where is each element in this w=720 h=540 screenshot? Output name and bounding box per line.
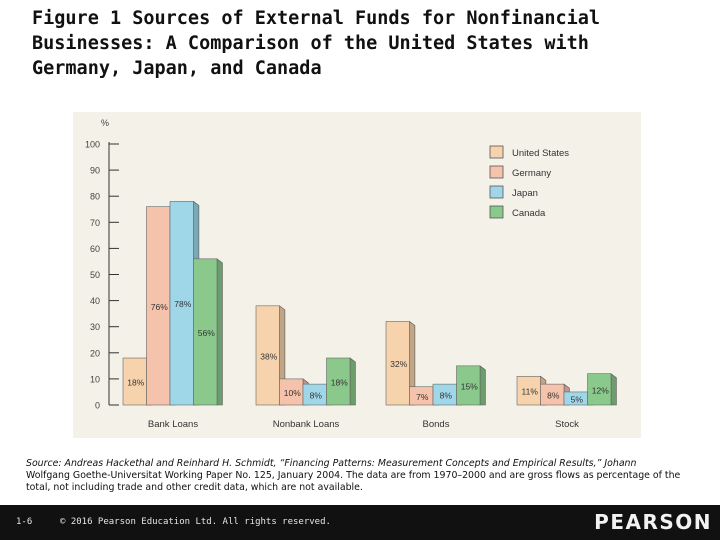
- bar-value-label: 38%: [260, 351, 277, 361]
- bar-value-label: 8%: [310, 391, 323, 401]
- bar-value-label: 7%: [416, 392, 429, 402]
- bar-value-label: 56%: [198, 328, 215, 338]
- bar-value-label: 76%: [151, 302, 168, 312]
- source-details: Wolfgang Goethe-Universitat Working Pape…: [26, 470, 681, 493]
- bar: [326, 357, 351, 406]
- category-label: Bonds: [423, 419, 450, 430]
- legend-label: Germany: [512, 168, 551, 179]
- bar-value-label: 8%: [440, 391, 453, 401]
- bar: [456, 365, 481, 406]
- legend-swatch: [489, 145, 504, 159]
- y-tick-label: 10: [90, 374, 100, 384]
- y-tick-label: 30: [90, 322, 100, 332]
- chart-panel: % 0 10 20 30 40 50 60 70 80 90 100 18% 76% 78% 56% Bank …: [73, 112, 641, 438]
- legend-label: Canada: [512, 208, 546, 219]
- legend-swatch: [489, 205, 504, 219]
- bar: [587, 373, 612, 406]
- y-tick-label: 100: [85, 140, 100, 150]
- bar: [193, 258, 218, 406]
- category-label: Stock: [555, 419, 579, 430]
- y-tick-label: 20: [90, 348, 100, 358]
- bar-side: [610, 373, 617, 406]
- bar-value-label: 12%: [592, 385, 609, 395]
- bar-side: [349, 357, 356, 406]
- y-tick-label: 80: [90, 192, 100, 202]
- bar: [255, 305, 280, 406]
- footer-bar: 1-6 © 2016 Pearson Education Ltd. All ri…: [0, 505, 720, 540]
- bar-side: [216, 258, 223, 406]
- category-label: Bank Loans: [148, 419, 198, 430]
- copyright-notice: © 2016 Pearson Education Ltd. All rights…: [60, 517, 331, 527]
- bar-value-label: 5%: [571, 394, 584, 404]
- category-label: Nonbank Loans: [273, 419, 340, 430]
- bar-value-label: 18%: [331, 378, 348, 388]
- y-tick-label: 40: [90, 296, 100, 306]
- bar-side: [479, 365, 486, 406]
- legend-label: Japan: [512, 188, 538, 199]
- bar-value-label: 10%: [284, 388, 301, 398]
- bar-value-label: 32%: [390, 359, 407, 369]
- slide-title: Figure 1 Sources of External Funds for N…: [32, 8, 601, 79]
- slide-number: 1-6: [16, 517, 33, 527]
- y-axis-unit-label: %: [101, 118, 109, 128]
- y-tick-label: 90: [90, 166, 100, 176]
- bar-value-label: 78%: [174, 299, 191, 309]
- source-note: Source: Andreas Hackethal and Reinhard H…: [26, 458, 701, 494]
- y-tick-label: 70: [90, 218, 100, 228]
- pearson-logo: PEARSON: [594, 510, 712, 534]
- legend-swatch: [489, 185, 504, 199]
- bar-value-label: 11%: [522, 387, 539, 397]
- bar-value-label: 8%: [547, 391, 560, 401]
- bar: [385, 321, 410, 406]
- legend-label: United States: [512, 148, 569, 159]
- bar-value-label: 15%: [461, 381, 478, 391]
- bar-chart: % 0 10 20 30 40 50 60 70 80 90 100 18% 76% 78% 56% Bank …: [85, 118, 617, 430]
- y-tick-label: 50: [90, 270, 100, 280]
- bar-value-label: 18%: [127, 378, 144, 388]
- source-citation: Source: Andreas Hackethal and Reinhard H…: [26, 458, 637, 469]
- legend-swatch: [489, 165, 504, 179]
- y-tick-label: 60: [90, 244, 100, 254]
- y-tick-label: 0: [95, 401, 100, 411]
